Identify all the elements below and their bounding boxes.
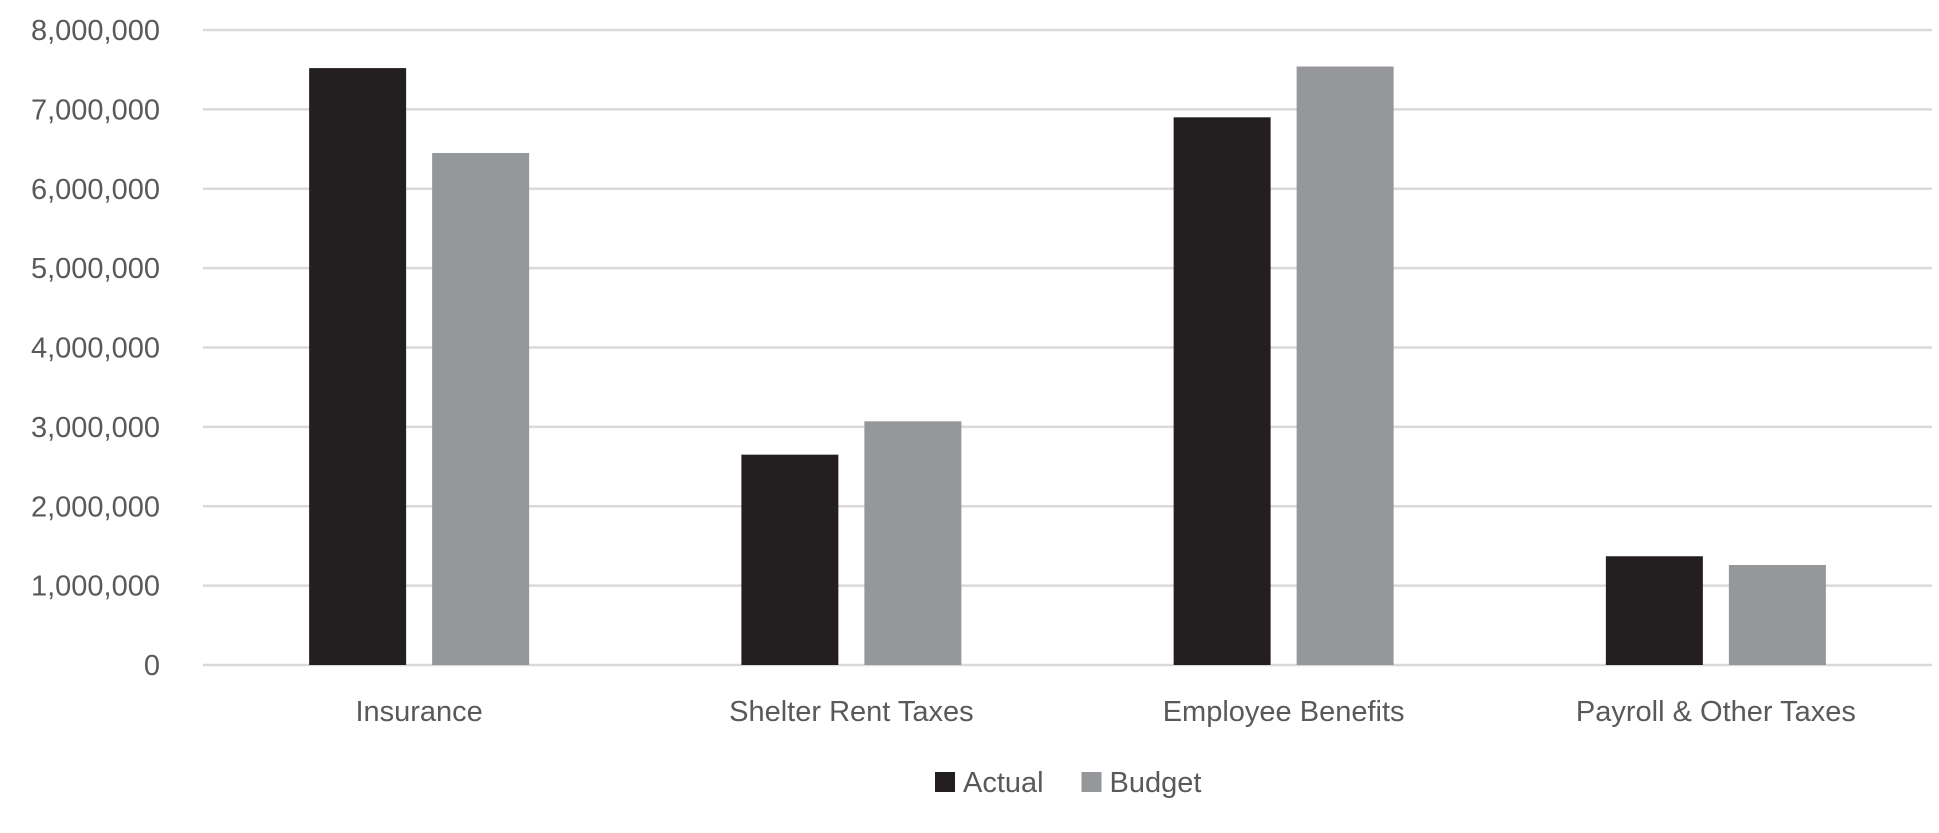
x-category-label: Employee Benefits <box>1163 696 1405 728</box>
y-tick-label: 4,000,000 <box>31 333 160 365</box>
legend-item-budget: Budget <box>1081 767 1202 799</box>
bar-actual-payroll-other-taxes <box>1605 556 1703 665</box>
legend-label: Actual <box>963 767 1044 799</box>
bar-budget-shelter-rent-taxes <box>864 421 962 665</box>
legend-swatch-budget <box>1081 772 1102 792</box>
x-category-label: Payroll & Other Taxes <box>1576 696 1856 728</box>
y-axis-tick-labels: 0 1,000,000 2,000,000 3,000,000 4,000,000 5,0… <box>31 15 160 682</box>
bar-budget-payroll-other-taxes <box>1728 564 1826 665</box>
legend-item-actual: Actual <box>935 767 1044 799</box>
x-axis-category-labels: Insurance Shelter Rent Taxes Employee Bene… <box>355 696 1855 728</box>
bar-budget-employee-benefits <box>1296 66 1394 665</box>
y-tick-label: 3,000,000 <box>31 412 160 444</box>
y-tick-label: 7,000,000 <box>31 94 160 126</box>
legend-swatch-actual <box>935 772 956 792</box>
y-tick-label: 6,000,000 <box>31 174 160 206</box>
bar-actual-shelter-rent-taxes <box>741 454 839 665</box>
y-tick-label: 8,000,000 <box>31 15 160 47</box>
legend-label: Budget <box>1110 767 1202 799</box>
x-category-label: Shelter Rent Taxes <box>729 696 974 728</box>
bars <box>309 66 1826 666</box>
x-category-label: Insurance <box>355 696 482 728</box>
y-tick-label: 1,000,000 <box>31 571 160 603</box>
y-tick-label: 0 <box>144 650 160 682</box>
y-tick-label: 5,000,000 <box>31 253 160 285</box>
bar-actual-insurance <box>309 68 407 666</box>
bar-budget-insurance <box>432 153 530 665</box>
y-tick-label: 2,000,000 <box>31 491 160 523</box>
legend: Actual Budget <box>935 767 1201 799</box>
bar-actual-employee-benefits <box>1173 117 1271 665</box>
